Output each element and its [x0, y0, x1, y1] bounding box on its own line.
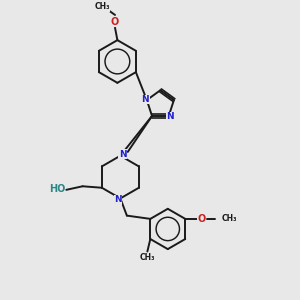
Text: O: O [197, 214, 206, 224]
Text: CH₃: CH₃ [94, 2, 110, 11]
Text: N: N [142, 95, 149, 104]
Text: HO: HO [49, 184, 65, 194]
Text: N: N [119, 150, 127, 159]
Text: CH₃: CH₃ [221, 214, 237, 224]
Text: CH₃: CH₃ [140, 253, 155, 262]
Text: N: N [167, 112, 174, 121]
Text: N: N [114, 195, 122, 204]
Text: O: O [111, 17, 119, 27]
